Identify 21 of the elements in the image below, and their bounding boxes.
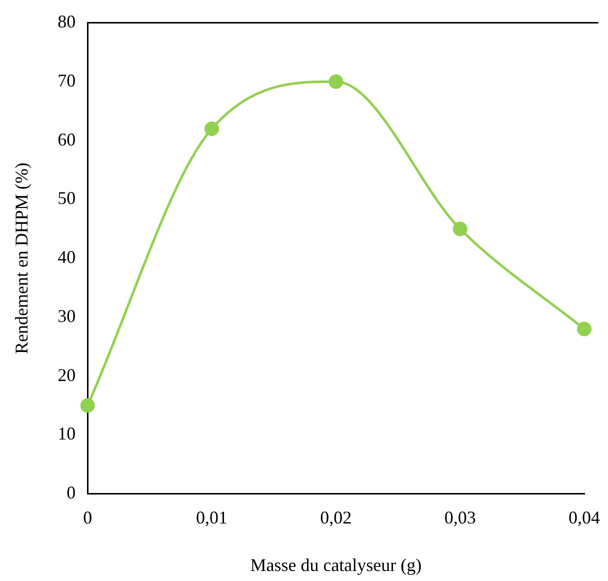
point: [328, 74, 344, 89]
point: [80, 398, 95, 413]
y-tick-label: 10: [58, 424, 76, 444]
x-axis-title: Masse du catalyseur (g): [250, 554, 422, 575]
y-tick-label: 0: [66, 482, 76, 503]
x-tick-label: 0,04: [568, 507, 600, 528]
y-tick-label: 80: [58, 12, 76, 32]
x-tick-label: 0: [83, 507, 92, 528]
point: [204, 122, 220, 136]
point: [577, 322, 592, 336]
y-tick-label: 20: [58, 364, 76, 385]
y-tick-label: 30: [58, 306, 76, 326]
y-tick-label: 70: [58, 70, 76, 90]
y-tick-label: 60: [58, 129, 76, 150]
x-tick-label: 0,01: [196, 507, 228, 528]
y-tick-label: 50: [58, 188, 76, 208]
point: [452, 222, 468, 236]
x-tick-label: 0,03: [444, 507, 476, 528]
y-tick-label: 40: [58, 247, 76, 268]
y-axis-title: Rendement en DHPM (%): [12, 162, 32, 354]
x-tick-label: 0,02: [320, 507, 352, 528]
